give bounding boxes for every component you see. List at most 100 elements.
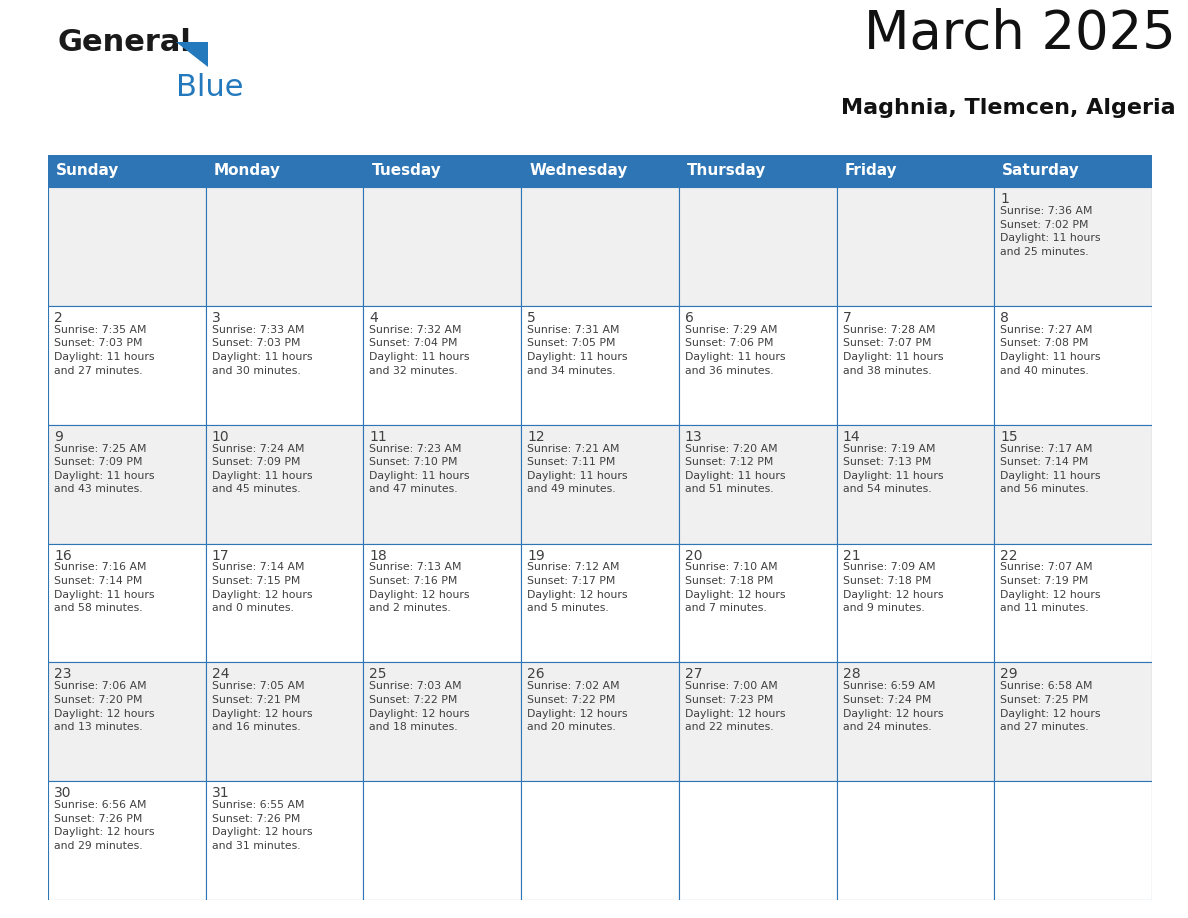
Text: 18: 18 — [369, 548, 387, 563]
Text: Sunrise: 7:17 AM
Sunset: 7:14 PM
Daylight: 11 hours
and 56 minutes.: Sunrise: 7:17 AM Sunset: 7:14 PM Dayligh… — [1000, 443, 1101, 495]
Text: Maghnia, Tlemcen, Algeria: Maghnia, Tlemcen, Algeria — [841, 97, 1176, 118]
Text: 8: 8 — [1000, 311, 1009, 325]
Bar — [364, 781, 522, 900]
Text: Sunrise: 7:33 AM
Sunset: 7:03 PM
Daylight: 11 hours
and 30 minutes.: Sunrise: 7:33 AM Sunset: 7:03 PM Dayligh… — [211, 325, 312, 375]
Bar — [48, 425, 206, 543]
Polygon shape — [176, 42, 208, 67]
Text: Sunrise: 7:03 AM
Sunset: 7:22 PM
Daylight: 12 hours
and 18 minutes.: Sunrise: 7:03 AM Sunset: 7:22 PM Dayligh… — [369, 681, 470, 733]
Text: 13: 13 — [684, 430, 702, 443]
Text: Sunrise: 7:16 AM
Sunset: 7:14 PM
Daylight: 11 hours
and 58 minutes.: Sunrise: 7:16 AM Sunset: 7:14 PM Dayligh… — [53, 563, 154, 613]
Bar — [364, 306, 522, 425]
Bar — [364, 187, 522, 306]
Text: 5: 5 — [527, 311, 536, 325]
Bar — [206, 781, 364, 900]
Text: Sunrise: 7:21 AM
Sunset: 7:11 PM
Daylight: 11 hours
and 49 minutes.: Sunrise: 7:21 AM Sunset: 7:11 PM Dayligh… — [527, 443, 627, 495]
Text: Thursday: Thursday — [687, 163, 766, 178]
Bar — [48, 781, 206, 900]
Bar — [364, 425, 522, 543]
Text: 11: 11 — [369, 430, 387, 443]
Text: General: General — [57, 28, 191, 57]
Text: 16: 16 — [53, 548, 71, 563]
Text: Sunrise: 6:55 AM
Sunset: 7:26 PM
Daylight: 12 hours
and 31 minutes.: Sunrise: 6:55 AM Sunset: 7:26 PM Dayligh… — [211, 800, 312, 851]
Text: Sunrise: 7:05 AM
Sunset: 7:21 PM
Daylight: 12 hours
and 16 minutes.: Sunrise: 7:05 AM Sunset: 7:21 PM Dayligh… — [211, 681, 312, 733]
Text: Sunrise: 7:07 AM
Sunset: 7:19 PM
Daylight: 12 hours
and 11 minutes.: Sunrise: 7:07 AM Sunset: 7:19 PM Dayligh… — [1000, 563, 1101, 613]
Text: 12: 12 — [527, 430, 545, 443]
Text: 24: 24 — [211, 667, 229, 681]
Bar — [678, 155, 836, 187]
Bar — [836, 155, 994, 187]
Text: Sunrise: 7:02 AM
Sunset: 7:22 PM
Daylight: 12 hours
and 20 minutes.: Sunrise: 7:02 AM Sunset: 7:22 PM Dayligh… — [527, 681, 627, 733]
Bar — [206, 662, 364, 781]
Text: 28: 28 — [842, 667, 860, 681]
Text: 1: 1 — [1000, 192, 1009, 206]
Text: 7: 7 — [842, 311, 852, 325]
Text: March 2025: March 2025 — [865, 8, 1176, 60]
Text: Sunrise: 7:19 AM
Sunset: 7:13 PM
Daylight: 11 hours
and 54 minutes.: Sunrise: 7:19 AM Sunset: 7:13 PM Dayligh… — [842, 443, 943, 495]
Text: 31: 31 — [211, 786, 229, 800]
Text: Saturday: Saturday — [1003, 163, 1080, 178]
Bar — [522, 781, 678, 900]
Text: Sunrise: 7:28 AM
Sunset: 7:07 PM
Daylight: 11 hours
and 38 minutes.: Sunrise: 7:28 AM Sunset: 7:07 PM Dayligh… — [842, 325, 943, 375]
Bar — [206, 155, 364, 187]
Text: Sunrise: 7:20 AM
Sunset: 7:12 PM
Daylight: 11 hours
and 51 minutes.: Sunrise: 7:20 AM Sunset: 7:12 PM Dayligh… — [684, 443, 785, 495]
Bar — [836, 306, 994, 425]
Bar — [48, 187, 206, 306]
Bar — [994, 306, 1152, 425]
Text: 4: 4 — [369, 311, 378, 325]
Text: Sunrise: 7:00 AM
Sunset: 7:23 PM
Daylight: 12 hours
and 22 minutes.: Sunrise: 7:00 AM Sunset: 7:23 PM Dayligh… — [684, 681, 785, 733]
Text: Sunrise: 7:14 AM
Sunset: 7:15 PM
Daylight: 12 hours
and 0 minutes.: Sunrise: 7:14 AM Sunset: 7:15 PM Dayligh… — [211, 563, 312, 613]
Text: 9: 9 — [53, 430, 63, 443]
Text: 22: 22 — [1000, 548, 1018, 563]
Text: Blue: Blue — [176, 73, 244, 102]
Text: 21: 21 — [842, 548, 860, 563]
Text: Wednesday: Wednesday — [529, 163, 627, 178]
Bar — [522, 543, 678, 662]
Text: Sunrise: 7:32 AM
Sunset: 7:04 PM
Daylight: 11 hours
and 32 minutes.: Sunrise: 7:32 AM Sunset: 7:04 PM Dayligh… — [369, 325, 470, 375]
Text: Sunrise: 7:13 AM
Sunset: 7:16 PM
Daylight: 12 hours
and 2 minutes.: Sunrise: 7:13 AM Sunset: 7:16 PM Dayligh… — [369, 563, 470, 613]
Text: Friday: Friday — [845, 163, 897, 178]
Text: 19: 19 — [527, 548, 545, 563]
Text: Sunrise: 7:29 AM
Sunset: 7:06 PM
Daylight: 11 hours
and 36 minutes.: Sunrise: 7:29 AM Sunset: 7:06 PM Dayligh… — [684, 325, 785, 375]
Bar — [522, 662, 678, 781]
Text: 30: 30 — [53, 786, 71, 800]
Text: 15: 15 — [1000, 430, 1018, 443]
Bar — [206, 187, 364, 306]
Bar — [994, 425, 1152, 543]
Bar — [364, 662, 522, 781]
Text: 27: 27 — [684, 667, 702, 681]
Text: 26: 26 — [527, 667, 545, 681]
Bar — [364, 543, 522, 662]
Bar — [994, 187, 1152, 306]
Text: Sunrise: 6:58 AM
Sunset: 7:25 PM
Daylight: 12 hours
and 27 minutes.: Sunrise: 6:58 AM Sunset: 7:25 PM Dayligh… — [1000, 681, 1101, 733]
Bar — [206, 543, 364, 662]
Text: 3: 3 — [211, 311, 221, 325]
Text: Sunrise: 7:36 AM
Sunset: 7:02 PM
Daylight: 11 hours
and 25 minutes.: Sunrise: 7:36 AM Sunset: 7:02 PM Dayligh… — [1000, 206, 1101, 257]
Text: Sunrise: 7:10 AM
Sunset: 7:18 PM
Daylight: 12 hours
and 7 minutes.: Sunrise: 7:10 AM Sunset: 7:18 PM Dayligh… — [684, 563, 785, 613]
Text: Sunrise: 6:56 AM
Sunset: 7:26 PM
Daylight: 12 hours
and 29 minutes.: Sunrise: 6:56 AM Sunset: 7:26 PM Dayligh… — [53, 800, 154, 851]
Text: 14: 14 — [842, 430, 860, 443]
Text: 6: 6 — [684, 311, 694, 325]
Text: Sunrise: 7:09 AM
Sunset: 7:18 PM
Daylight: 12 hours
and 9 minutes.: Sunrise: 7:09 AM Sunset: 7:18 PM Dayligh… — [842, 563, 943, 613]
Text: Sunrise: 7:24 AM
Sunset: 7:09 PM
Daylight: 11 hours
and 45 minutes.: Sunrise: 7:24 AM Sunset: 7:09 PM Dayligh… — [211, 443, 312, 495]
Bar — [678, 187, 836, 306]
Bar — [522, 155, 678, 187]
Text: 20: 20 — [684, 548, 702, 563]
Bar — [678, 662, 836, 781]
Bar — [994, 543, 1152, 662]
Bar — [836, 543, 994, 662]
Text: Tuesday: Tuesday — [372, 163, 441, 178]
Bar — [994, 662, 1152, 781]
Text: 17: 17 — [211, 548, 229, 563]
Bar — [678, 781, 836, 900]
Bar — [48, 662, 206, 781]
Bar — [48, 543, 206, 662]
Text: 23: 23 — [53, 667, 71, 681]
Text: Sunrise: 7:25 AM
Sunset: 7:09 PM
Daylight: 11 hours
and 43 minutes.: Sunrise: 7:25 AM Sunset: 7:09 PM Dayligh… — [53, 443, 154, 495]
Text: Sunrise: 6:59 AM
Sunset: 7:24 PM
Daylight: 12 hours
and 24 minutes.: Sunrise: 6:59 AM Sunset: 7:24 PM Dayligh… — [842, 681, 943, 733]
Bar — [836, 781, 994, 900]
Bar — [678, 543, 836, 662]
Text: Monday: Monday — [214, 163, 280, 178]
Bar — [206, 425, 364, 543]
Text: 2: 2 — [53, 311, 63, 325]
Bar — [522, 425, 678, 543]
